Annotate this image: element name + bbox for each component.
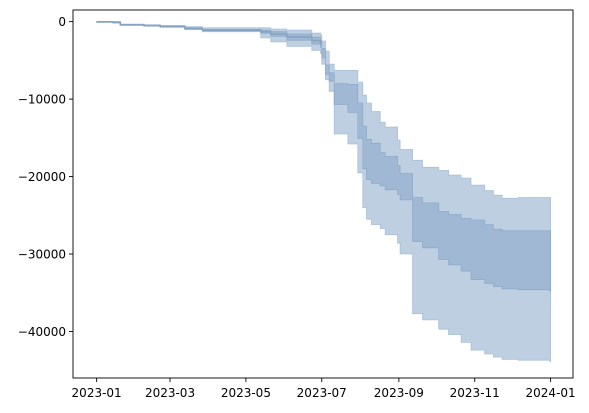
x-tick-label: 2023-01 (72, 386, 122, 400)
y-tick-label: −40000 (18, 325, 66, 339)
median-line (96, 20, 322, 45)
y-tick-label: −10000 (18, 93, 66, 107)
y-tick-label: −30000 (18, 248, 66, 262)
outer-band-area (96, 21, 551, 363)
x-tick-label: 2024-01 (526, 386, 576, 400)
inner-band-area (96, 21, 551, 293)
x-tick-label: 2023-03 (145, 386, 195, 400)
y-tick-label: 0 (58, 15, 66, 29)
x-tick-label: 2023-05 (221, 386, 271, 400)
plot-frame (72, 9, 574, 379)
x-tick-label: 2023-09 (374, 386, 424, 400)
line-layer (96, 20, 322, 45)
band-layer (96, 21, 551, 363)
y-axis: 0 −10000 −20000 −30000 −40000 (18, 15, 73, 339)
y-tick-label: −20000 (18, 170, 66, 184)
x-tick-label: 2023-07 (297, 386, 347, 400)
x-axis: 2023-01 2023-03 2023-05 2023-07 2023-09 2023-… (72, 378, 576, 400)
x-tick-label: 2023-11 (450, 386, 500, 400)
